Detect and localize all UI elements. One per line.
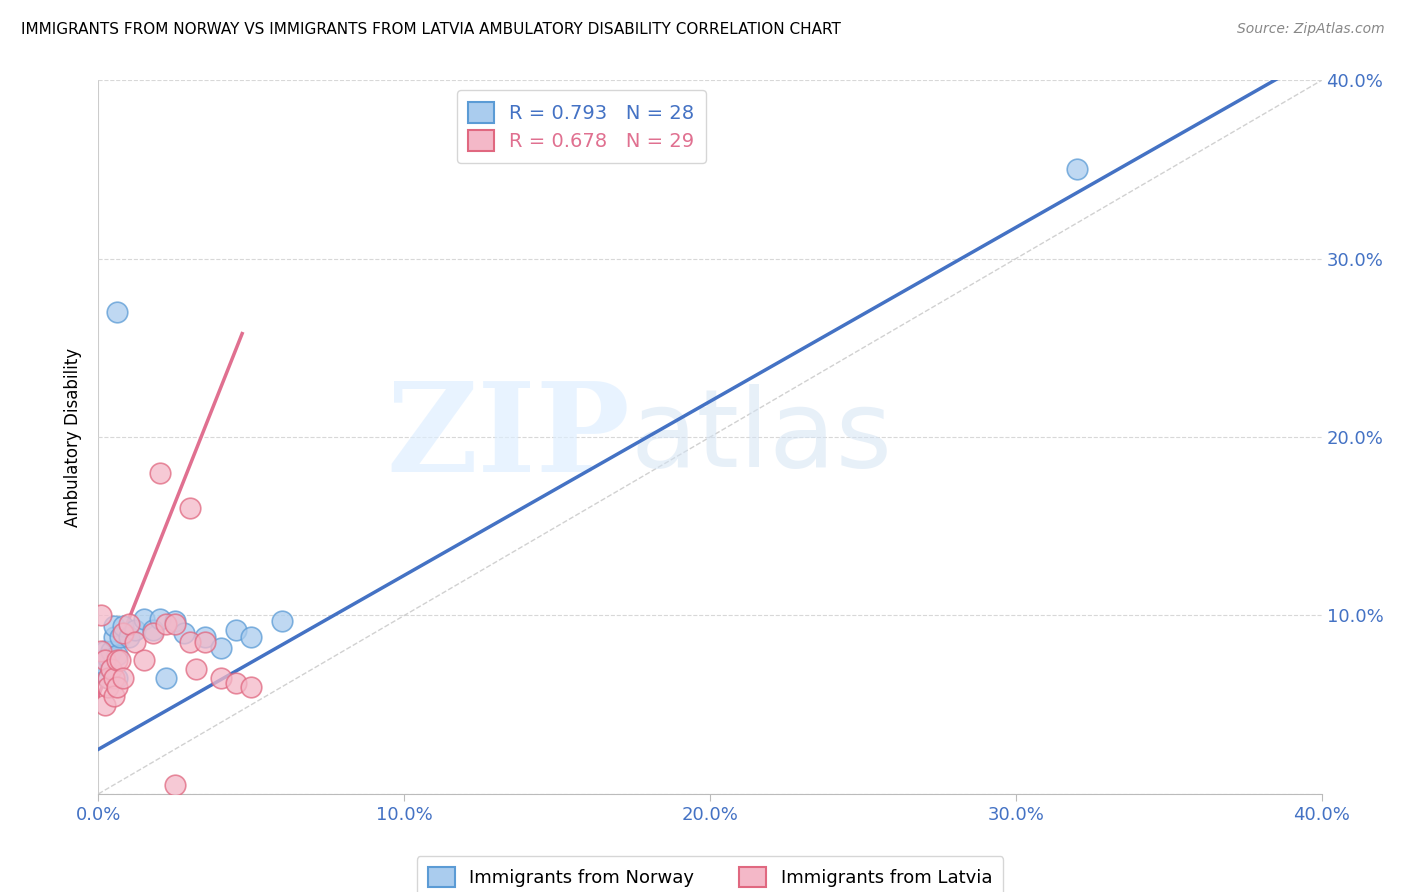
Point bbox=[142, 626, 165, 640]
Point bbox=[155, 617, 177, 632]
Point bbox=[93, 644, 115, 658]
Point bbox=[240, 630, 263, 644]
Point bbox=[225, 623, 247, 637]
Point bbox=[103, 671, 125, 685]
Point bbox=[103, 689, 125, 703]
Point bbox=[103, 630, 125, 644]
Point bbox=[108, 653, 131, 667]
Point bbox=[270, 614, 292, 628]
Point bbox=[100, 644, 122, 658]
Point bbox=[124, 623, 146, 637]
Point bbox=[90, 608, 112, 623]
Point bbox=[111, 626, 134, 640]
Point bbox=[134, 612, 156, 626]
Point bbox=[111, 671, 134, 685]
Legend: Immigrants from Norway, Immigrants from Latvia: Immigrants from Norway, Immigrants from … bbox=[416, 856, 1004, 892]
Point bbox=[173, 626, 195, 640]
Point bbox=[100, 662, 122, 676]
Point bbox=[209, 640, 232, 655]
Point bbox=[111, 619, 134, 633]
Point bbox=[179, 501, 201, 516]
Text: atlas: atlas bbox=[630, 384, 893, 490]
Point bbox=[163, 614, 186, 628]
Point bbox=[142, 623, 165, 637]
Point bbox=[163, 617, 186, 632]
Point bbox=[105, 648, 128, 662]
Point bbox=[209, 671, 232, 685]
Point bbox=[93, 698, 115, 712]
Point bbox=[149, 466, 172, 480]
Point bbox=[103, 619, 125, 633]
Point bbox=[93, 658, 115, 673]
Point bbox=[225, 676, 247, 690]
Point bbox=[93, 653, 115, 667]
Point bbox=[118, 617, 141, 632]
Point bbox=[194, 635, 217, 649]
Point bbox=[97, 680, 120, 694]
Point bbox=[186, 662, 208, 676]
Point bbox=[105, 671, 128, 685]
Text: IMMIGRANTS FROM NORWAY VS IMMIGRANTS FROM LATVIA AMBULATORY DISABILITY CORRELATI: IMMIGRANTS FROM NORWAY VS IMMIGRANTS FRO… bbox=[21, 22, 841, 37]
Y-axis label: Ambulatory Disability: Ambulatory Disability bbox=[65, 348, 83, 526]
Point bbox=[90, 644, 112, 658]
Point bbox=[179, 635, 201, 649]
Point bbox=[105, 305, 128, 319]
Text: Source: ZipAtlas.com: Source: ZipAtlas.com bbox=[1237, 22, 1385, 37]
Point bbox=[105, 653, 128, 667]
Point bbox=[163, 778, 186, 792]
Text: ZIP: ZIP bbox=[387, 376, 630, 498]
Point bbox=[134, 653, 156, 667]
Point bbox=[100, 662, 122, 676]
Point bbox=[97, 671, 120, 685]
Point bbox=[124, 635, 146, 649]
Point bbox=[108, 630, 131, 644]
Point bbox=[97, 671, 120, 685]
Point bbox=[155, 671, 177, 685]
Point bbox=[105, 680, 128, 694]
Point bbox=[90, 653, 112, 667]
Point bbox=[240, 680, 263, 694]
Point bbox=[118, 630, 141, 644]
Point bbox=[194, 630, 217, 644]
Point bbox=[149, 612, 172, 626]
Point bbox=[1066, 162, 1088, 177]
Point bbox=[97, 651, 120, 665]
